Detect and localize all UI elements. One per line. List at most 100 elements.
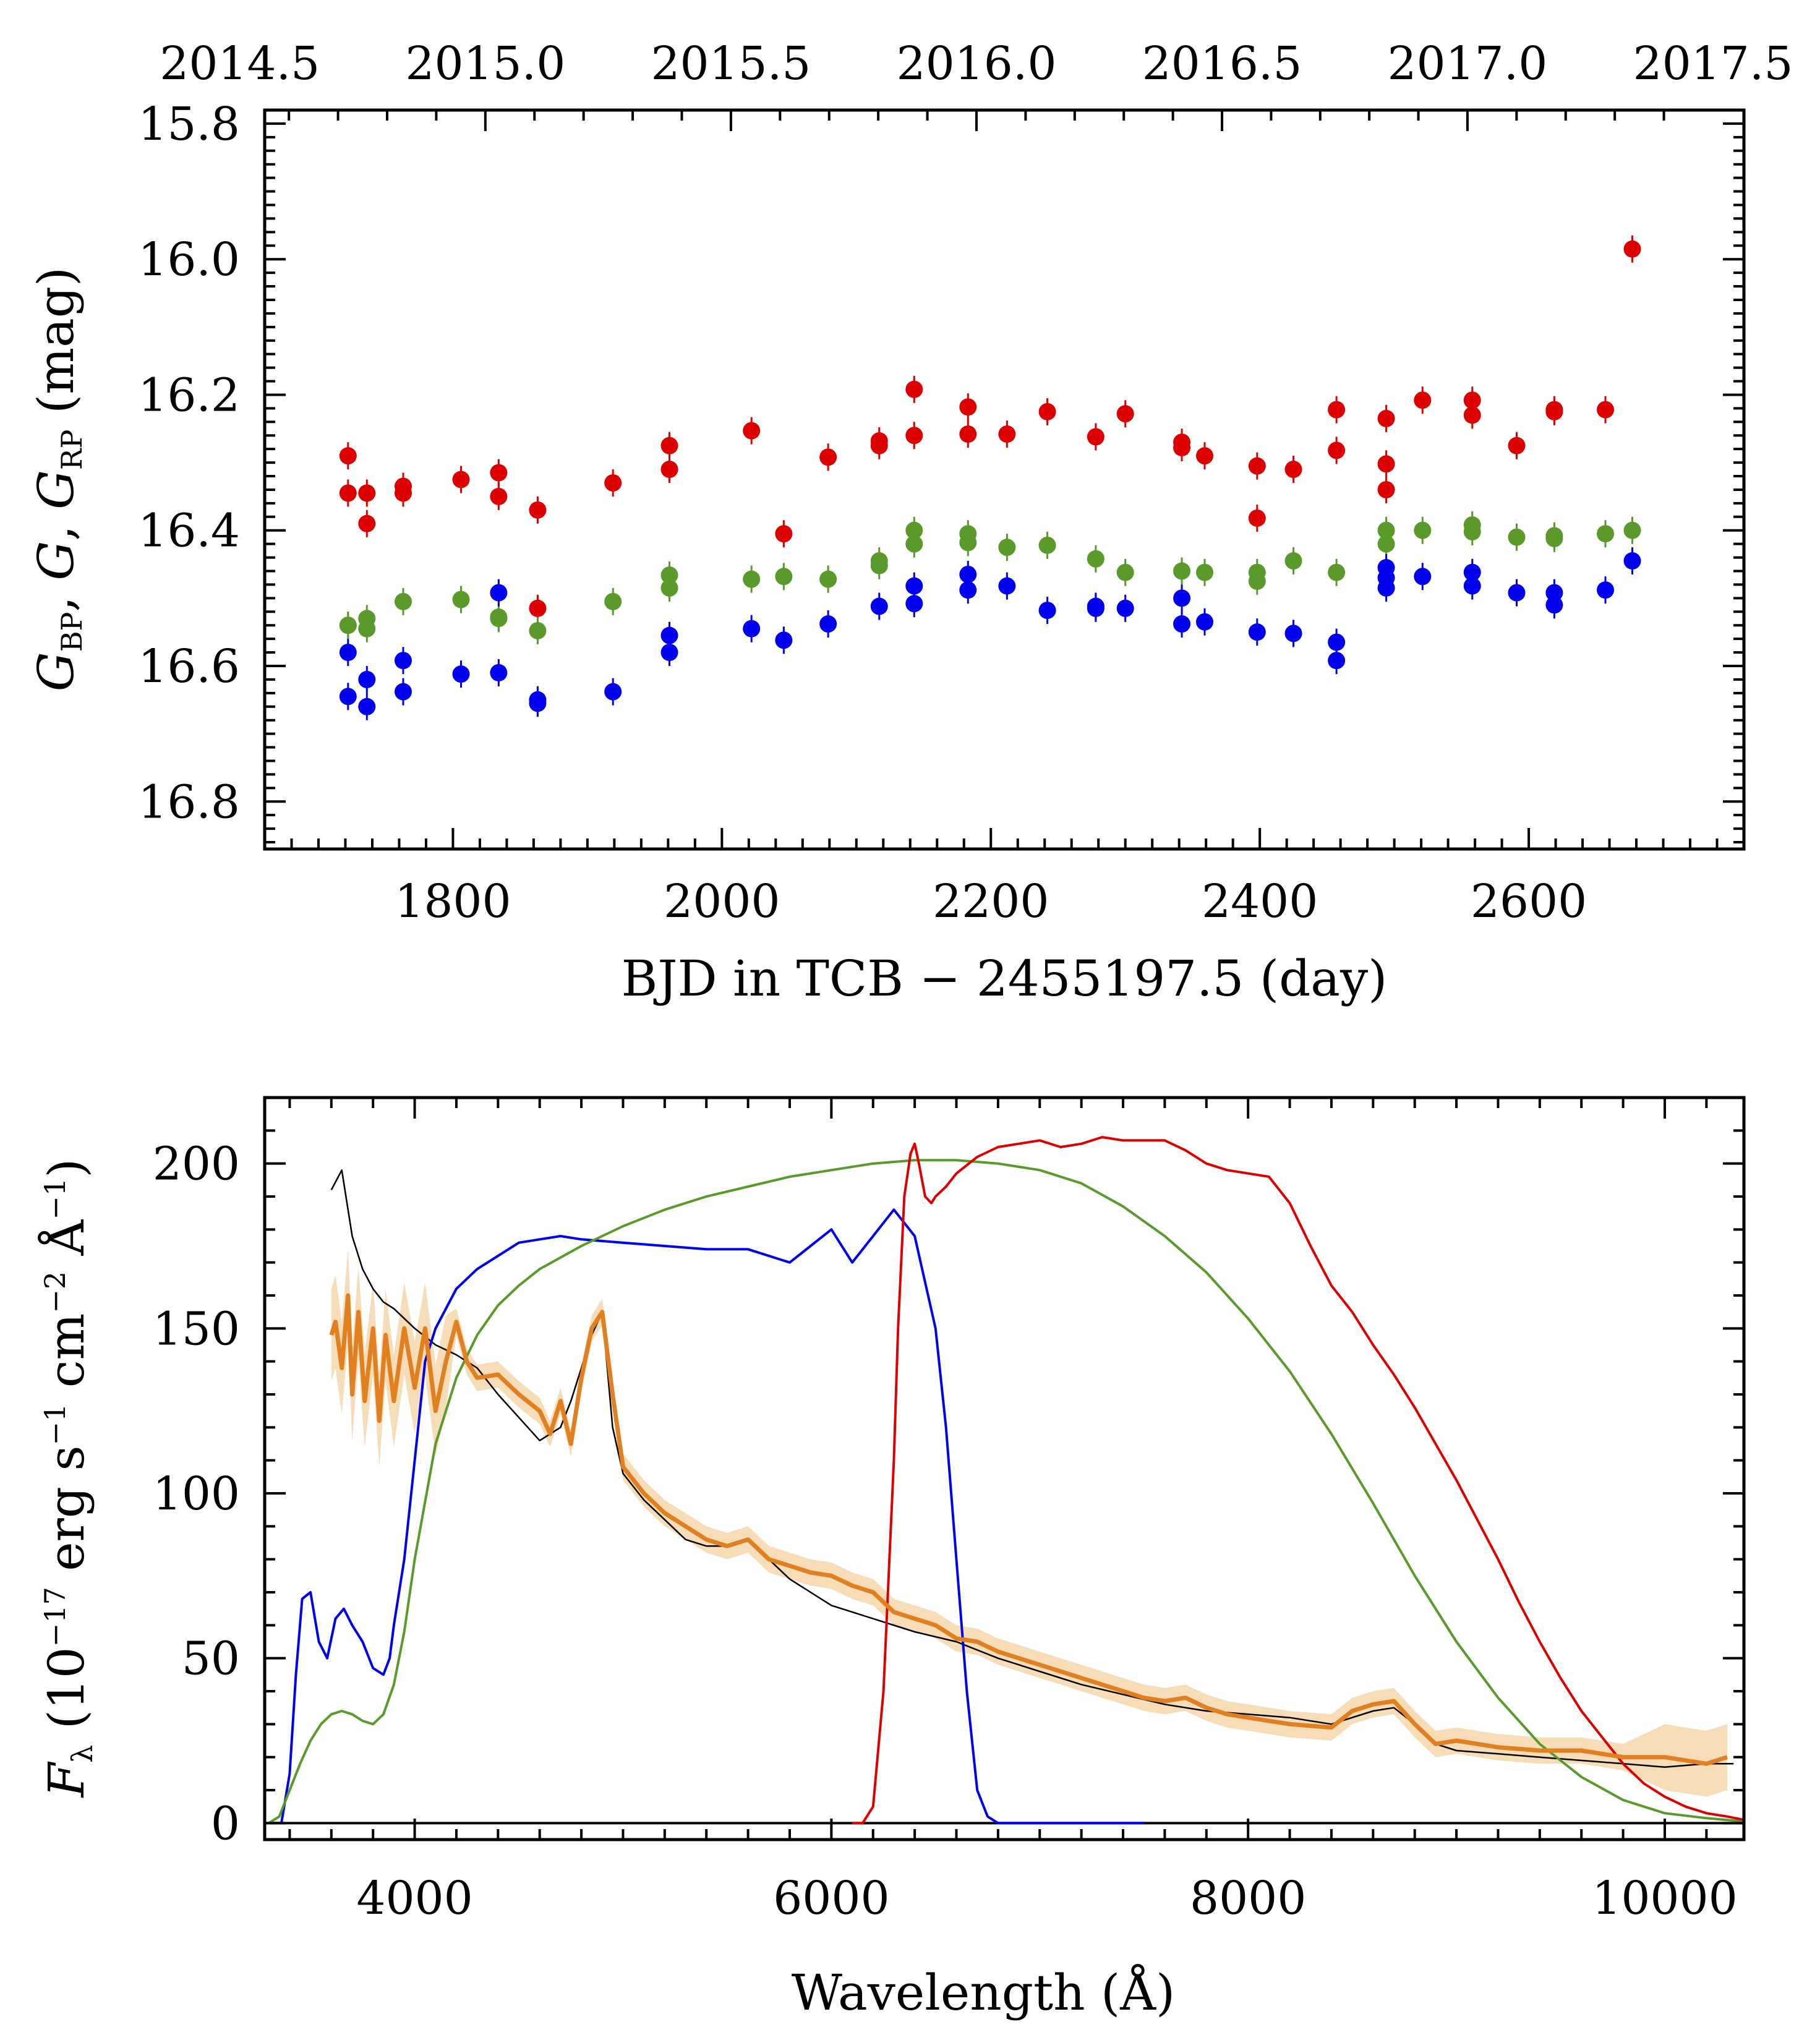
data-point-g-rp [1328, 401, 1346, 419]
top-y-tick-label: 16.2 [138, 369, 240, 422]
ylabel-exp-a: −1 [38, 1178, 72, 1220]
ylabel-rp: RP [55, 429, 88, 470]
data-point-g [1463, 523, 1481, 540]
data-point-g-rp [358, 514, 376, 532]
data-point-g [1173, 562, 1191, 580]
bottom-y-axis-title: Fλ (10−17 erg s−1 cm−2 Å−1) [37, 1159, 99, 1799]
data-point-g-rp [1173, 438, 1191, 456]
data-point-g-rp [490, 464, 508, 482]
data-point-g-bp [339, 644, 357, 662]
top-axes-ticks: 1800 2000 2200 2400 2600 15.8 16.0 16.2 16.4 16.6… [138, 37, 1793, 928]
top-y-axis-title: GBP, G, GRP (mag) [27, 267, 88, 691]
data-point-g-rp [1463, 406, 1481, 424]
data-point-g-bp [1328, 652, 1346, 670]
bottom-y-tick-label: 50 [182, 1632, 240, 1686]
data-point-g [1248, 572, 1266, 590]
data-point-g-rp [905, 380, 923, 398]
data-point-g [1597, 525, 1615, 543]
top-plot-frame [263, 108, 1746, 851]
data-point-g-bp [394, 683, 412, 701]
data-point-g [529, 621, 547, 639]
data-point-g-rp [339, 447, 357, 465]
data-point-g-bp [1623, 552, 1641, 570]
data-point-g-bp [660, 626, 678, 644]
data-point-g-bp [1248, 623, 1266, 641]
data-point-g [1284, 552, 1302, 570]
data-point-g-rp [394, 484, 412, 502]
gbp-passband-line [268, 1208, 1144, 1825]
top-y-tick-label: 16.8 [138, 775, 240, 829]
observed-spectrum-line [330, 1169, 1734, 1768]
ylabel-cm: cm [38, 1313, 95, 1404]
data-point-g [1196, 563, 1214, 581]
data-point-g-rp [1377, 409, 1395, 427]
data-point-g-bp [905, 577, 923, 595]
data-point-g-bp [452, 665, 470, 683]
data-point-g-rp [959, 425, 977, 443]
spectrum-panel: 4000 6000 8000 10000 0 50 100 150 200 Wavelength… [37, 1096, 1746, 2021]
data-point-g-rp [1248, 457, 1266, 475]
bottom-y-tick-label: 150 [153, 1302, 240, 1355]
ylabel-g2: G [27, 541, 85, 581]
bottom-plot-frame [263, 1096, 1746, 1841]
light-curve-panel: 1800 2000 2200 2400 2600 15.8 16.0 16.2 16.4 16.6… [27, 37, 1793, 1007]
top-x-tick-label: 1800 [395, 875, 511, 928]
data-point-g-rp [1284, 461, 1302, 479]
data-point-g-rp [452, 471, 470, 488]
data-point-g-bp [1463, 577, 1481, 595]
top-year-tick-label: 2016.5 [1142, 37, 1302, 90]
data-point-g-bp [660, 644, 678, 662]
bottom-axes-ticks: 4000 6000 8000 10000 0 50 100 150 200 [153, 1096, 1744, 1925]
data-point-g-bp [1116, 599, 1134, 617]
data-point-g [905, 535, 923, 553]
ylabel-bp: BP [55, 612, 88, 652]
data-point-g-rp [604, 474, 622, 492]
top-year-tick-label: 2015.5 [651, 37, 811, 90]
data-point-g-bp [1508, 584, 1526, 602]
ylabel-sep1: , [27, 581, 85, 612]
data-point-g [1623, 521, 1641, 539]
data-point-g-bp [1284, 625, 1302, 642]
data-point-g-bp [604, 683, 622, 701]
model-spectrum-line [329, 1293, 1728, 1766]
data-point-g-bp [743, 620, 761, 638]
bottom-x-tick-label: 6000 [773, 1872, 889, 1925]
ylabel-erg-s: erg s [38, 1446, 95, 1587]
top-year-tick-label: 2014.5 [160, 37, 320, 90]
data-point-g-bp [490, 584, 508, 602]
data-point-g-rp [1087, 428, 1104, 446]
data-point-g-rp [1328, 442, 1346, 459]
bottom-x-tick-label: 10000 [1592, 1872, 1737, 1925]
top-x-tick-label: 2200 [933, 875, 1049, 928]
data-point-g-bp [1414, 568, 1432, 586]
data-point-g [339, 616, 357, 634]
data-point-g-bp [1173, 589, 1191, 607]
data-point-g [743, 570, 761, 588]
g-passband-line [268, 1159, 1744, 1824]
data-point-g-bp [1545, 596, 1563, 614]
data-point-g [870, 557, 888, 574]
data-point-g [1414, 521, 1432, 539]
ylabel-g1: G [27, 652, 85, 691]
bottom-y-tick-label: 0 [211, 1797, 240, 1850]
data-point-g-bp [529, 694, 547, 712]
ylabel-exp17: −17 [38, 1587, 72, 1647]
top-y-tick-label: 15.8 [138, 98, 240, 151]
data-point-g-rp [743, 422, 761, 440]
data-point-g-rp [358, 484, 376, 502]
data-point-g-bp [394, 652, 412, 670]
data-point-g [1545, 529, 1563, 547]
data-point-g-rp [1545, 403, 1563, 420]
data-point-g-bp [959, 581, 977, 599]
ylabel-exp-s: −1 [38, 1404, 72, 1446]
bottom-y-tick-label: 100 [153, 1467, 240, 1521]
data-point-g-rp [1196, 447, 1214, 465]
data-point-g-bp [775, 631, 793, 649]
top-x-tick-label: 2000 [664, 875, 780, 928]
data-point-g-rp [529, 599, 547, 617]
data-point-g-bp [998, 577, 1016, 595]
ylabel-sep2: , [27, 510, 85, 541]
data-point-g-rp [775, 525, 793, 543]
data-point-g [1116, 563, 1134, 581]
data-point-g-rp [1377, 480, 1395, 498]
